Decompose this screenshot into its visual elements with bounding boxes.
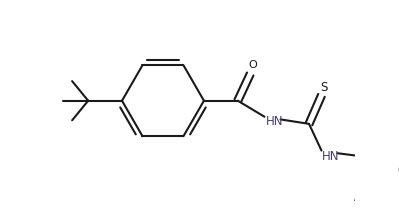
Text: HN: HN — [322, 150, 339, 163]
Text: O: O — [397, 164, 399, 177]
Text: HN: HN — [266, 115, 284, 128]
Text: S: S — [320, 81, 328, 94]
Text: O: O — [249, 60, 257, 70]
